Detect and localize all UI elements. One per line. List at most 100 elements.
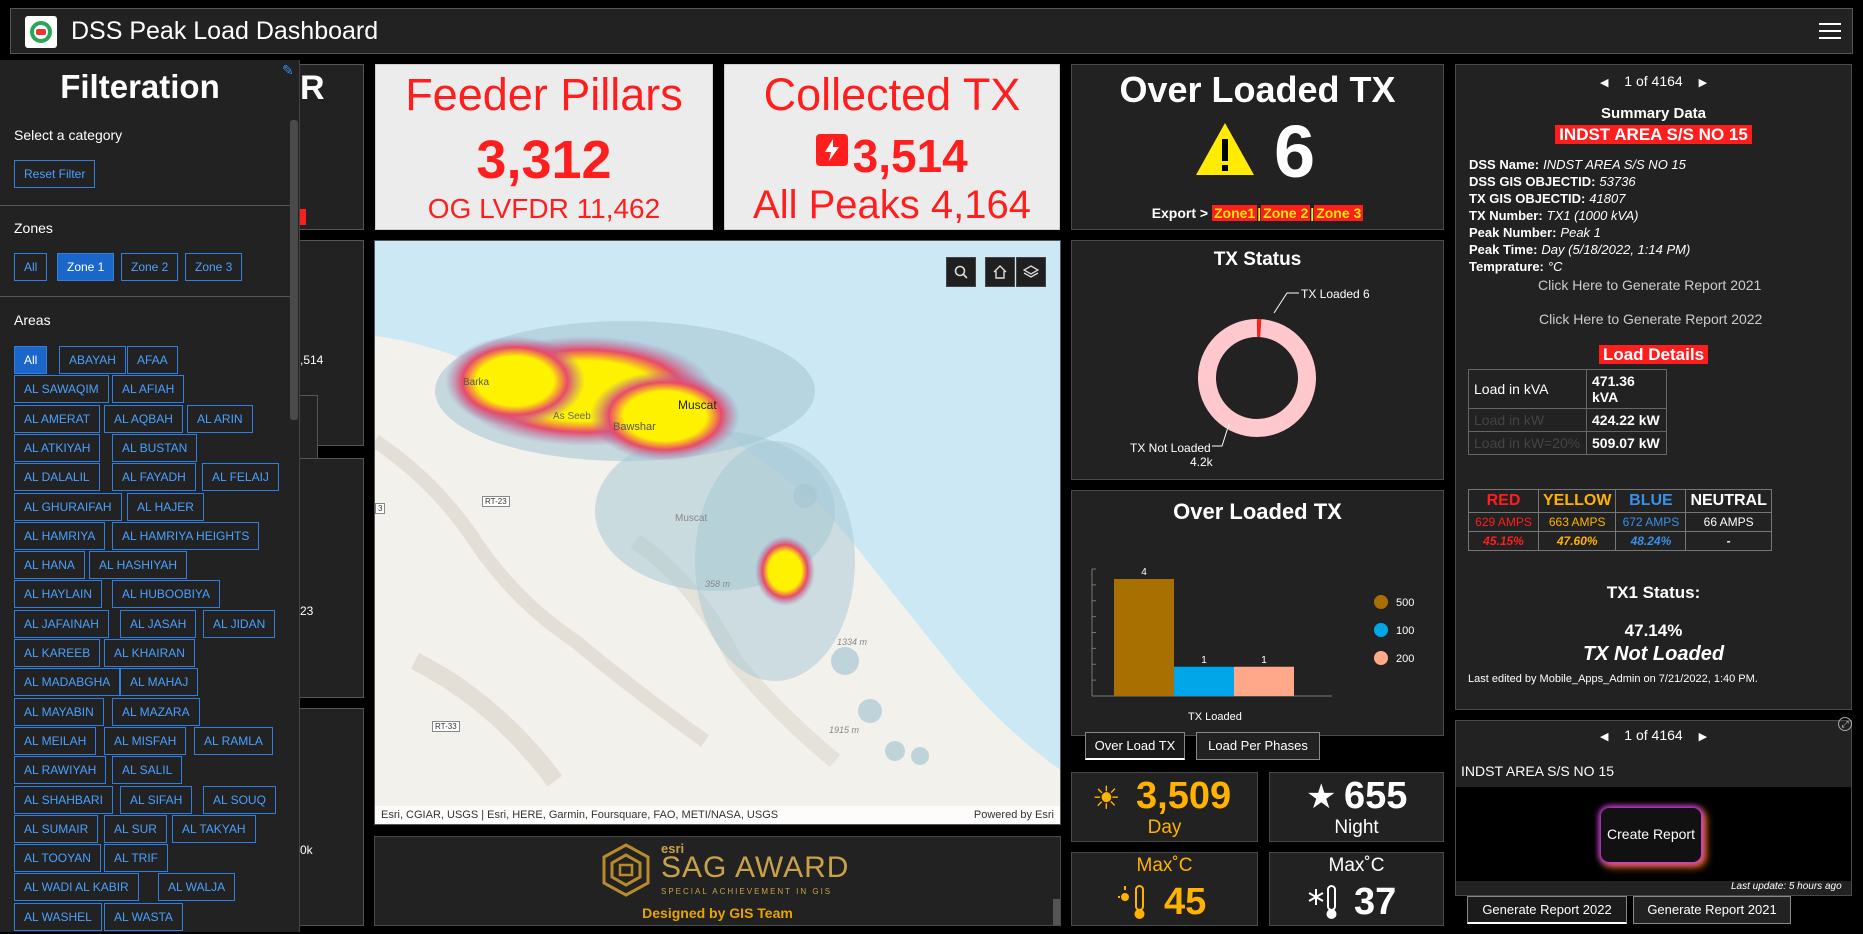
area-button-al-wadi-al-kabir[interactable]: AL WADI AL KABIR <box>14 873 139 902</box>
award-scrollbar[interactable] <box>1053 899 1060 925</box>
area-button-al-sumair[interactable]: AL SUMAIR <box>14 814 99 843</box>
tab-generate-report-2022[interactable]: Generate Report 2022 <box>1467 896 1627 924</box>
area-button-al-fayadh[interactable]: AL FAYADH <box>112 463 196 492</box>
summary-row: TX GIS OBJECTID: 41807 <box>1469 191 1839 208</box>
area-button-al-hana[interactable]: AL HANA <box>14 551 85 580</box>
area-button-al-afiah[interactable]: AL AFIAH <box>112 375 185 404</box>
donut-slice-not-loaded[interactable] <box>1198 319 1316 437</box>
area-button-al-jasah[interactable]: AL JASAH <box>120 609 197 638</box>
area-button-al-khairan[interactable]: AL KHAIRAN <box>104 639 195 667</box>
area-button-al-ramla[interactable]: AL RAMLA <box>194 726 273 755</box>
overloaded-chart-title: Over Loaded TX <box>1173 499 1342 524</box>
thermometer-cold-icon <box>1308 883 1344 926</box>
prev-arrow-icon[interactable]: ◀ <box>1599 77 1609 89</box>
area-button-al-mahaj[interactable]: AL MAHAJ <box>120 668 199 697</box>
export-zone1-link[interactable]: Zone1 <box>1211 205 1258 221</box>
area-button-al-jidan[interactable]: AL JIDAN <box>203 609 276 638</box>
dss-logo <box>25 16 57 48</box>
next-arrow-icon[interactable]: ▶ <box>1698 77 1708 89</box>
legend-item[interactable]: 200 <box>1374 651 1434 679</box>
next-arrow-icon[interactable]: ▶ <box>1698 731 1708 743</box>
area-button-al-hamriya-heights[interactable]: AL HAMRIYA HEIGHTS <box>112 521 260 550</box>
area-button-al-amerat[interactable]: AL AMERAT <box>14 404 101 433</box>
zone-button-zone-2[interactable]: Zone 2 <box>121 253 179 281</box>
area-button-al-sawaqim[interactable]: AL SAWAQIM <box>14 375 109 404</box>
area-button-al-misfah[interactable]: AL MISFAH <box>104 726 187 755</box>
hamburger-menu-icon[interactable] <box>1819 23 1841 41</box>
legend-item[interactable]: 500 <box>1374 595 1434 623</box>
divider <box>0 205 292 206</box>
legend-swatch <box>1374 651 1388 665</box>
tab-load-per-phases[interactable]: Load Per Phases <box>1196 732 1320 760</box>
map-search-icon[interactable] <box>946 257 976 287</box>
area-button-al-bustan[interactable]: AL BUSTAN <box>112 433 198 462</box>
area-button-al-sifah[interactable]: AL SIFAH <box>120 785 193 814</box>
max-temp-label-2: Max˚C <box>1328 855 1385 876</box>
phase-row: 629 AMPS 663 AMPS 672 AMPS 66 AMPS <box>1468 512 1772 532</box>
area-button-al-mayabin[interactable]: AL MAYABIN <box>14 697 104 726</box>
area-button-al-salil[interactable]: AL SALIL <box>112 756 183 785</box>
area-button-all[interactable]: All <box>14 346 48 374</box>
report-2021-link[interactable]: Click Here to Generate Report 2021 <box>1538 277 1762 293</box>
area-button-al-ghuraifah[interactable]: AL GHURAIFAH <box>14 492 122 521</box>
area-button-al-aqbah[interactable]: AL AQBAH <box>104 404 183 433</box>
area-button-al-sur[interactable]: AL SUR <box>104 814 167 843</box>
zone-button-zone-3[interactable]: Zone 3 <box>185 253 243 281</box>
zone-button-all[interactable]: All <box>14 253 48 281</box>
expand-icon[interactable]: ⤢ <box>1838 717 1852 731</box>
export-zone2-link[interactable]: Zone 2 <box>1261 205 1311 221</box>
create-report-button[interactable]: Create Report <box>1601 808 1701 862</box>
tab-generate-report-2021[interactable]: Generate Report 2021 <box>1633 896 1791 924</box>
reset-filter-button[interactable]: Reset Filter <box>14 160 96 188</box>
esri-label: esri <box>661 841 685 856</box>
bar-500[interactable] <box>1114 579 1174 696</box>
area-button-al-hashiyah[interactable]: AL HASHIYAH <box>89 551 188 580</box>
area-button-al-wasta[interactable]: AL WASTA <box>104 902 183 931</box>
areas-group: All ABAYAH AFAA AL SAWAQIM AL AFIAH AL AMERAT… <box>14 346 290 932</box>
tab-over-load-tx[interactable]: Over Load TX <box>1085 732 1185 760</box>
area-button-al-arin[interactable]: AL ARIN <box>187 404 253 433</box>
zones-label: Zones <box>14 220 53 236</box>
map-view[interactable]: Barka As Seeb Bawshar Muscat Muscat RT-2… <box>374 240 1061 825</box>
map-layers-icon[interactable] <box>1016 257 1046 287</box>
report-2022-link[interactable]: Click Here to Generate Report 2022 <box>1539 311 1763 327</box>
area-button-al-kareeb[interactable]: AL KAREEB <box>14 639 101 667</box>
export-zone3-link[interactable]: Zone 3 <box>1314 205 1364 221</box>
area-button-al-atkiyah[interactable]: AL ATKIYAH <box>14 433 101 462</box>
prev-arrow-icon[interactable]: ◀ <box>1599 731 1609 743</box>
area-button-al-mazara[interactable]: AL MAZARA <box>112 697 200 726</box>
legend-item[interactable]: 100 <box>1374 623 1434 651</box>
area-button-al-tooyan[interactable]: AL TOOYAN <box>14 844 101 873</box>
area-button-al-jafainah[interactable]: AL JAFAINAH <box>14 609 109 638</box>
map-attribution: Esri, CGIAR, USGS | Esri, HERE, Garmin, … <box>375 806 1060 824</box>
area-button-al-hamriya[interactable]: AL HAMRIYA <box>14 521 106 550</box>
area-button-al-souq[interactable]: AL SOUQ <box>203 785 276 814</box>
powered-by-esri[interactable]: Powered by Esri <box>973 809 1054 821</box>
overloaded-bar-chart[interactable]: 4 1 1 <box>1072 491 1445 737</box>
area-button-al-washel[interactable]: AL WASHEL <box>14 902 102 931</box>
left-panel-3-text: 23 <box>300 604 314 618</box>
map-label-1334m: 1334 m <box>837 637 868 647</box>
area-button-al-dalalil[interactable]: AL DALALIL <box>14 463 100 492</box>
tx-status-donut[interactable] <box>1072 241 1445 481</box>
area-button-al-felaij[interactable]: AL FELAIJ <box>202 463 279 492</box>
zone-button-zone-1[interactable]: Zone 1 <box>57 253 115 281</box>
pin-icon[interactable]: ✎ <box>282 62 294 78</box>
area-button-al-madabgha[interactable]: AL MADABGHA <box>14 668 121 697</box>
bar-200[interactable] <box>1234 666 1294 696</box>
area-button-al-takyah[interactable]: AL TAKYAH <box>172 814 256 843</box>
area-button-al-trif[interactable]: AL TRIF <box>104 844 169 873</box>
bar-100[interactable] <box>1174 666 1234 696</box>
area-button-afaa[interactable]: AFAA <box>127 346 178 374</box>
phase-table: RED YELLOW BLUE NEUTRAL 629 AMPS 663 AMPS 672 … <box>1468 489 1772 551</box>
area-button-abayah[interactable]: ABAYAH <box>59 346 126 374</box>
map-home-icon[interactable] <box>985 257 1015 287</box>
area-button-al-hajer[interactable]: AL HAJER <box>127 492 204 521</box>
area-button-al-haylain[interactable]: AL HAYLAIN <box>14 580 103 609</box>
area-button-al-rawiyah[interactable]: AL RAWIYAH <box>14 756 107 785</box>
area-button-al-huboobiya[interactable]: AL HUBOOBIYA <box>112 580 221 609</box>
area-button-al-meilah[interactable]: AL MEILAH <box>14 726 97 755</box>
area-button-al-walja[interactable]: AL WALJA <box>158 873 236 902</box>
area-button-al-shahbari[interactable]: AL SHAHBARI <box>14 785 113 814</box>
filter-scrollbar[interactable] <box>290 120 298 420</box>
